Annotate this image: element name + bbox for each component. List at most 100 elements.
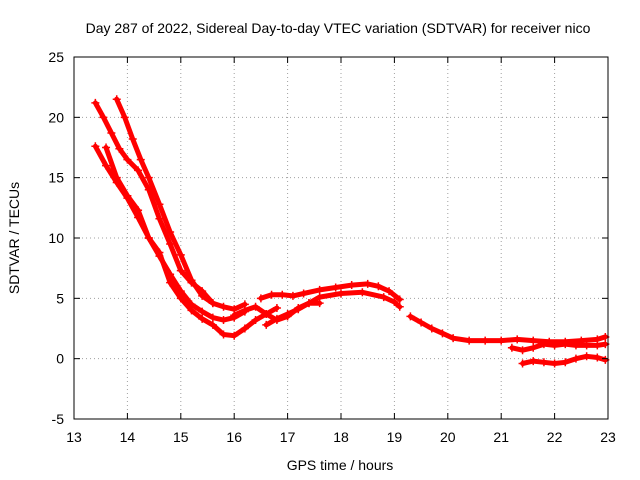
data-point <box>438 329 447 338</box>
data-point <box>112 173 121 182</box>
data-point <box>91 98 100 107</box>
data-point <box>272 316 281 325</box>
data-point <box>427 324 436 333</box>
data-point <box>208 320 217 329</box>
data-point <box>278 290 287 299</box>
grid <box>74 57 608 419</box>
data-point <box>518 346 527 355</box>
data-point <box>240 324 249 333</box>
data-point <box>347 281 356 290</box>
series-trace-g <box>230 299 324 325</box>
data-point <box>176 287 185 296</box>
data-point <box>593 353 602 362</box>
series-trace-e <box>256 279 404 304</box>
series-trace-j <box>518 352 610 368</box>
data-point <box>550 359 559 368</box>
data-point <box>294 303 303 312</box>
data-point <box>219 316 228 325</box>
data-point <box>102 161 111 170</box>
data-point <box>304 299 313 308</box>
y-tick-label: 5 <box>56 290 64 306</box>
data-point <box>176 250 185 259</box>
data-point <box>176 266 185 275</box>
x-tick-label: 23 <box>600 429 616 445</box>
data-point <box>134 206 143 215</box>
series-trace-d <box>102 143 249 325</box>
data-point <box>593 341 602 350</box>
y-tick-label: -5 <box>52 411 65 427</box>
data-point <box>91 142 100 151</box>
series-trace-b <box>112 95 249 314</box>
series-line <box>509 341 608 353</box>
data-point <box>166 227 175 236</box>
x-tick-label: 18 <box>333 429 349 445</box>
data-point <box>240 306 249 315</box>
data-point <box>449 334 458 343</box>
data-point <box>251 316 260 325</box>
data-point <box>112 95 121 104</box>
y-tick-label: 20 <box>48 109 64 125</box>
x-axis-label: GPS time / hours <box>287 457 394 473</box>
data-point <box>395 295 404 304</box>
data-point <box>315 285 324 294</box>
data-point <box>513 335 522 344</box>
data-point <box>102 143 111 152</box>
series-trace-i <box>507 340 610 355</box>
x-tick-label: 13 <box>66 429 82 445</box>
data-point <box>166 270 175 279</box>
data-point <box>550 341 559 350</box>
x-tick-label: 14 <box>120 429 136 445</box>
data-point <box>529 336 538 345</box>
data-point <box>390 297 399 306</box>
chart-title: Day 287 of 2022, Sidereal Day-to-day VTE… <box>86 20 591 36</box>
data-point <box>155 252 164 261</box>
series-trace-a <box>91 98 217 308</box>
data-point <box>99 113 108 122</box>
data-point <box>561 340 570 349</box>
data-point <box>134 166 143 175</box>
data-point <box>288 291 297 300</box>
data-point <box>115 144 124 153</box>
data-point <box>571 341 580 350</box>
series-trace-h <box>406 312 610 346</box>
data-point <box>230 311 239 320</box>
data-point <box>219 330 228 339</box>
data-point <box>337 289 345 298</box>
data-point <box>198 307 207 316</box>
data-point <box>363 279 372 288</box>
data-point <box>539 358 548 367</box>
data-point <box>144 173 153 182</box>
data-series <box>91 95 610 368</box>
data-point <box>198 291 207 300</box>
y-tick-label: 15 <box>48 170 64 186</box>
data-point <box>198 314 207 323</box>
data-point <box>539 340 548 349</box>
data-point <box>208 299 217 308</box>
data-point <box>155 200 164 209</box>
data-point <box>385 287 394 296</box>
y-tick-label: 10 <box>48 230 64 246</box>
x-tick-label: 22 <box>547 429 563 445</box>
data-point <box>123 191 132 200</box>
data-point <box>299 289 308 298</box>
data-point <box>128 135 137 144</box>
data-point <box>144 234 153 242</box>
data-point <box>417 318 426 327</box>
data-point <box>272 303 281 312</box>
data-point <box>251 302 260 311</box>
data-point <box>379 293 388 302</box>
data-point <box>465 336 474 345</box>
data-point <box>208 313 217 322</box>
data-point <box>123 155 132 164</box>
y-axis: -5 0 5 10 15 20 25 <box>48 49 608 427</box>
data-point <box>187 276 196 285</box>
x-tick-label: 21 <box>493 429 509 445</box>
data-point <box>507 343 516 352</box>
data-point <box>315 299 324 308</box>
data-point <box>136 155 145 164</box>
data-point <box>107 129 116 138</box>
data-point <box>331 283 340 292</box>
data-point <box>561 358 570 367</box>
data-point <box>120 113 129 122</box>
data-point <box>582 341 591 350</box>
